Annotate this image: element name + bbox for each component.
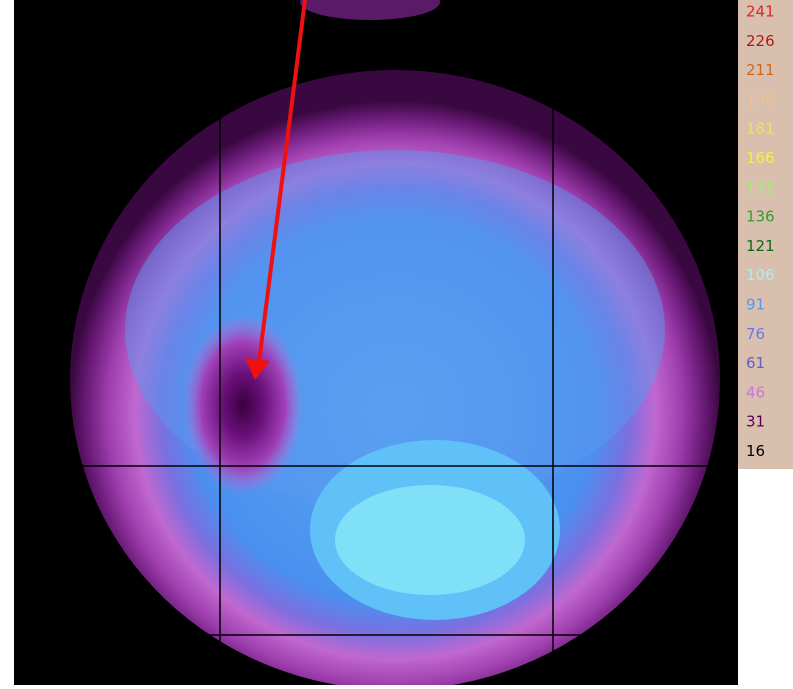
legend-label: 166 xyxy=(746,149,775,167)
legend-label: 226 xyxy=(746,32,775,50)
legend: 241 226 211 196 181 166 151 136 121 106 91 76 61 46 31… xyxy=(738,0,793,469)
legend-label: 61 xyxy=(746,354,765,372)
bright-core xyxy=(335,485,525,595)
screenshot: 241 226 211 196 181 166 151 136 121 106 91 76 61 46 31… xyxy=(0,0,793,685)
legend-label: 76 xyxy=(746,325,765,343)
legend-label: 136 xyxy=(746,208,775,226)
page: {"legend": {"items": [ {"label": "241", … xyxy=(0,0,793,685)
legend-label: 241 xyxy=(746,3,775,21)
legend-label: 121 xyxy=(746,237,775,255)
legend-label: 16 xyxy=(746,442,765,460)
legend-label: 151 xyxy=(746,178,775,196)
legend-label: 211 xyxy=(746,61,775,79)
legend-label: 31 xyxy=(746,413,765,431)
legend-label: 91 xyxy=(746,296,765,314)
dark-spot xyxy=(183,315,303,495)
legend-label: 46 xyxy=(746,383,765,401)
legend-label: 196 xyxy=(746,90,775,108)
legend-label: 181 xyxy=(746,120,775,138)
legend-label: 106 xyxy=(746,266,775,284)
